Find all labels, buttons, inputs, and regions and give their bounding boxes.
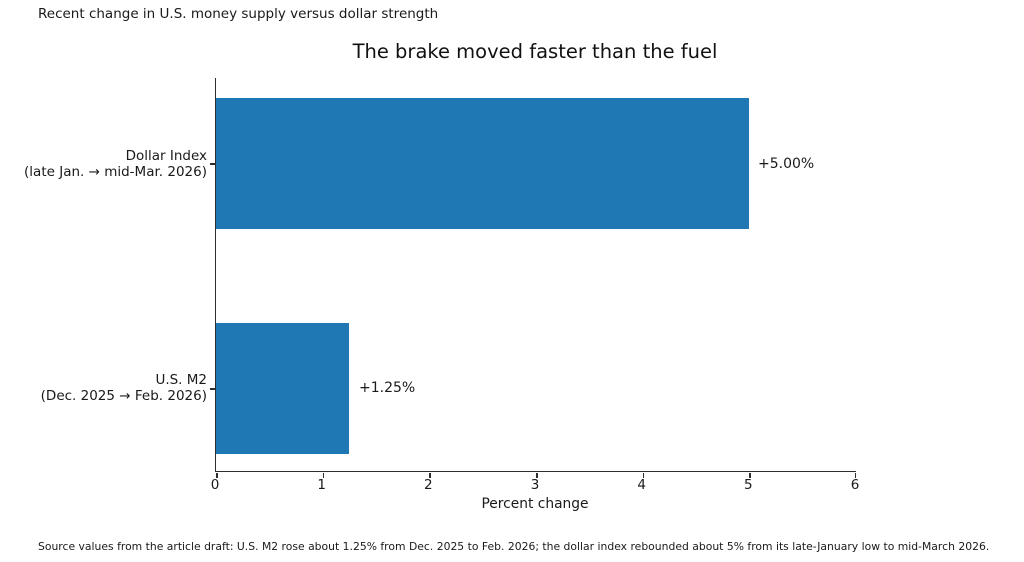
plot-area (210, 78, 856, 478)
x-tick-label: 3 (530, 477, 540, 493)
source-note: Source values from the article draft: U.… (38, 540, 990, 553)
x-tick-label: 5 (744, 477, 753, 493)
x-axis-tick (536, 473, 538, 478)
x-tick-label: 6 (850, 477, 860, 493)
category-label-line2: (late Jan. → mid-Mar. 2026) (24, 164, 207, 180)
x-axis-tick (642, 473, 645, 478)
category-label-line1: Dollar Index (125, 148, 207, 164)
x-tick-label: 1 (317, 477, 326, 493)
bar-us-m2 (216, 323, 350, 454)
x-tick-label: 0 (210, 477, 220, 493)
x-axis-tick (322, 473, 325, 478)
x-axis-tick (749, 473, 751, 478)
figure-note: Recent change in U.S. money supply versu… (38, 6, 439, 22)
category-label-dollar-index: Dollar Index (late Jan. → mid-Mar. 2026) (24, 148, 207, 180)
y-axis-tick (210, 388, 215, 390)
x-axis-tick (429, 473, 431, 478)
x-tick-label: 4 (637, 477, 646, 493)
x-tick-label: 2 (424, 477, 433, 493)
category-label-line1: U.S. M2 (155, 372, 207, 388)
x-axis-tick (216, 473, 218, 478)
value-label-dollar-index: +5.00% (758, 156, 815, 172)
y-axis-tick (210, 163, 215, 165)
x-axis-tick (854, 473, 856, 478)
chart-title: The brake moved faster than the fuel (352, 40, 718, 63)
value-label-us-m2: +1.25% (359, 380, 416, 396)
category-label-us-m2: U.S. M2 (Dec. 2025 → Feb. 2026) (41, 372, 207, 404)
category-label-line2: (Dec. 2025 → Feb. 2026) (40, 388, 207, 404)
x-axis-label: Percent change (481, 496, 589, 512)
bar-dollar-index (216, 98, 750, 229)
